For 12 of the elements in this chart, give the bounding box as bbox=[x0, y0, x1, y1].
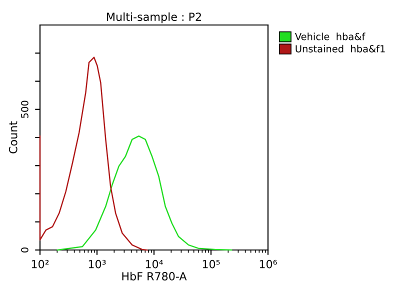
legend-label: Vehicle hba&f bbox=[294, 32, 366, 40]
y-tick-label: 500 bbox=[21, 100, 28, 118]
x-tick-label: 10⁵ bbox=[202, 260, 220, 268]
legend-label: Unstained hba&f1 bbox=[296, 44, 385, 52]
x-tick-label: 10² bbox=[32, 260, 49, 268]
y-tick-label: 0 bbox=[21, 248, 28, 252]
x-tick-label: 10³ bbox=[88, 260, 106, 268]
x-tick-label: 10⁴ bbox=[146, 260, 163, 268]
y-axis-title: Count bbox=[8, 121, 18, 154]
x-axis-title: HbF R780-A bbox=[122, 272, 187, 280]
x-tick-label: 10⁶ bbox=[260, 260, 277, 268]
chart-title: Multi-sample : P2 bbox=[107, 12, 201, 24]
